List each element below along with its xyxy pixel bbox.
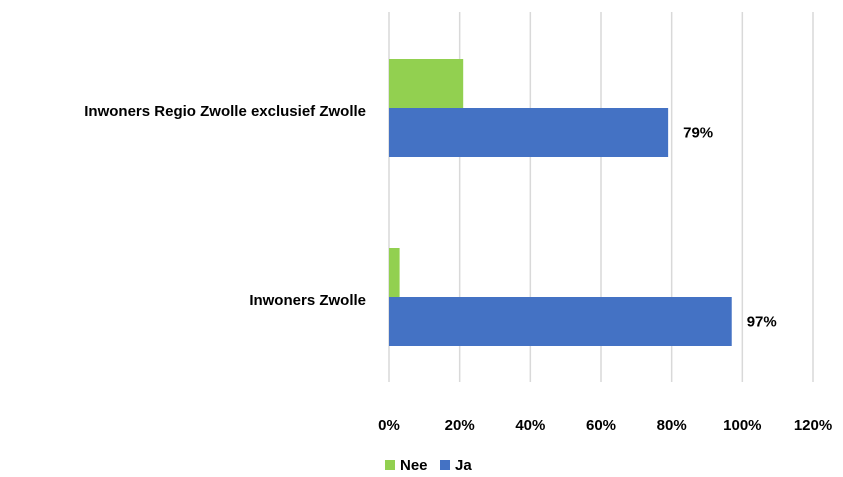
- x-tick-label: 40%: [515, 417, 545, 434]
- legend: Nee Ja: [385, 457, 472, 474]
- data-label-ja-1: 97%: [747, 314, 777, 331]
- x-tick-label: 0%: [378, 417, 400, 434]
- bar-ja-0: [389, 108, 669, 157]
- category-label-regio: Inwoners Regio Zwolle exclusief Zwolle: [84, 103, 366, 120]
- x-tick-label: 60%: [586, 417, 616, 434]
- legend-swatch-ja: [440, 460, 450, 470]
- x-axis-tick-labels: 0% 20% 40% 60% 80% 100% 120%: [378, 417, 832, 434]
- x-tick-label: 100%: [723, 417, 761, 434]
- bar-ja-1: [389, 297, 732, 346]
- x-tick-label: 120%: [794, 417, 832, 434]
- bar-nee-1: [389, 248, 400, 297]
- data-label-ja-0: 79%: [683, 125, 713, 142]
- data-labels: 79% 97%: [683, 125, 777, 331]
- bar-nee-0: [389, 59, 464, 108]
- legend-label-nee: Nee: [400, 457, 428, 474]
- x-tick-label: 80%: [657, 417, 687, 434]
- legend-label-ja: Ja: [455, 457, 472, 474]
- x-tick-label: 20%: [445, 417, 475, 434]
- category-label-zwolle: Inwoners Zwolle: [249, 292, 366, 309]
- category-labels: Inwoners Regio Zwolle exclusief Zwolle I…: [84, 103, 366, 309]
- bars: [389, 59, 732, 346]
- legend-swatch-nee: [385, 460, 395, 470]
